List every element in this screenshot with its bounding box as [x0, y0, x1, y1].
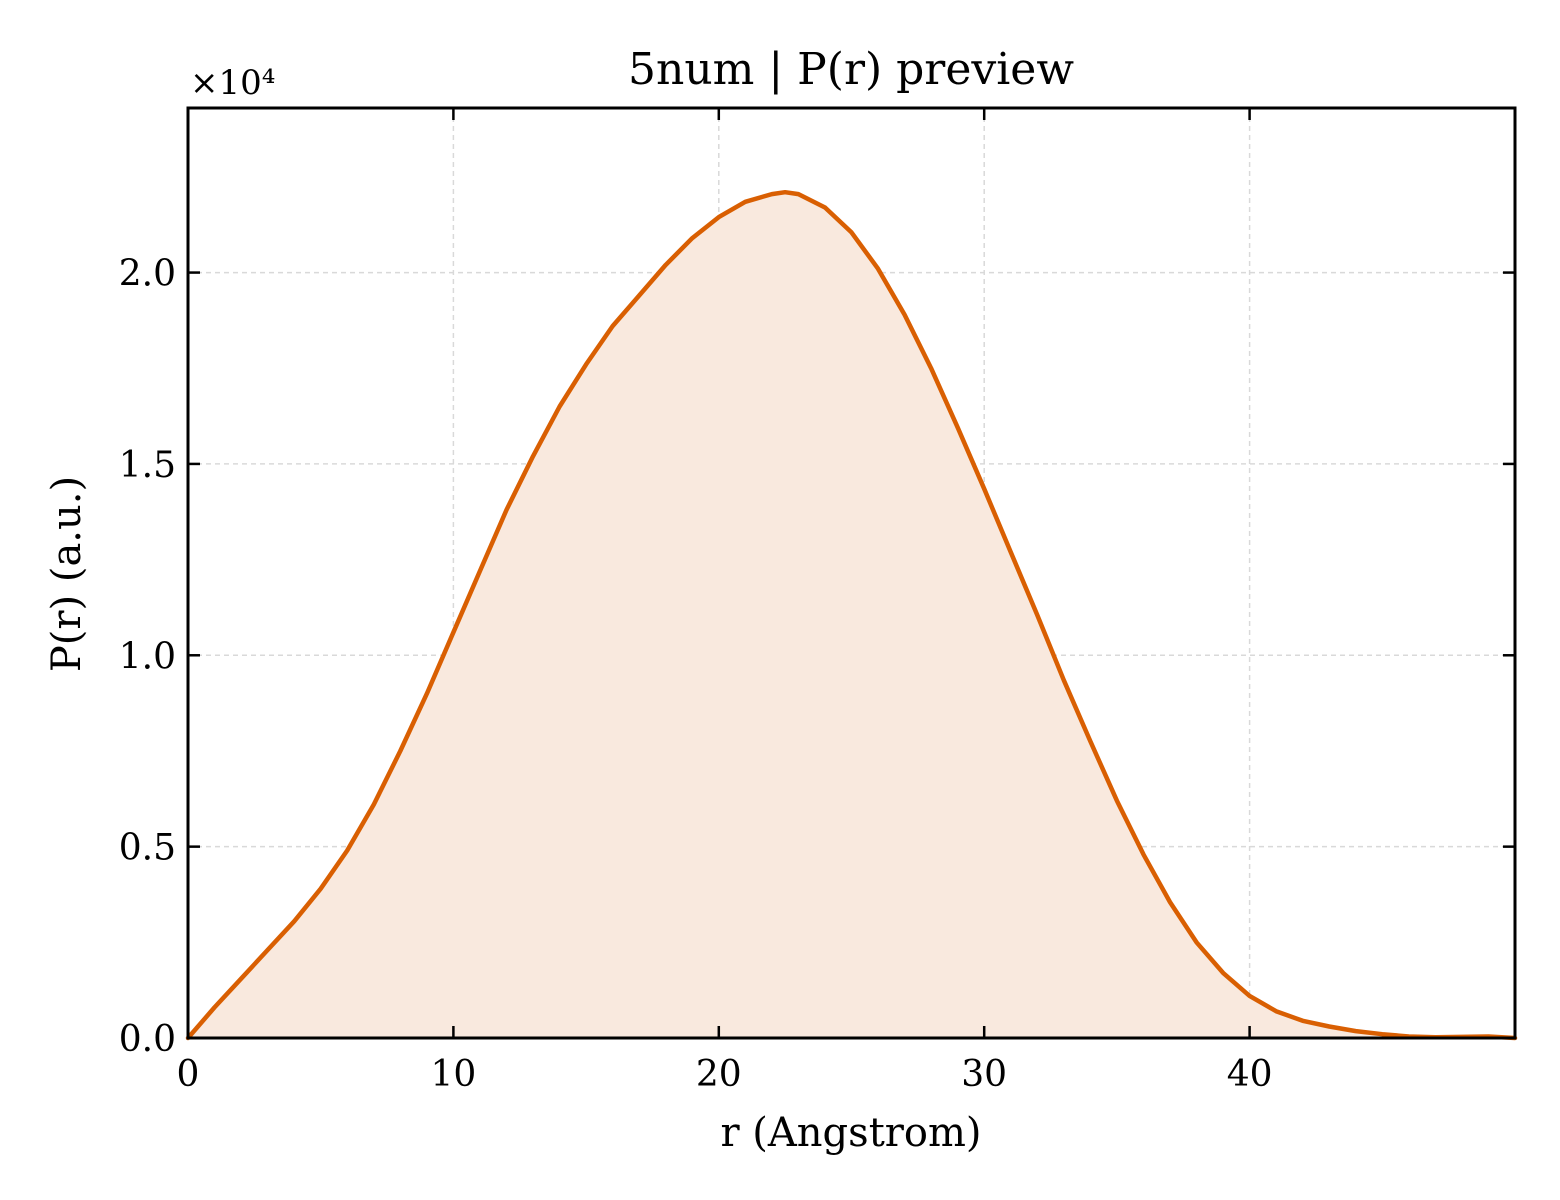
x-tick-label: 0 [177, 1054, 200, 1095]
x-axis-label: r (Angstrom) [720, 1110, 981, 1156]
area-fill [188, 192, 1515, 1038]
tick-layer [186, 108, 1515, 1040]
y-tick-label: 0.0 [119, 1019, 176, 1060]
y-axis-label: P(r) (a.u.) [44, 476, 90, 672]
tick-label-layer: 0 10 20 30 40 0.0 0.5 1.0 1.5 2.0 [119, 254, 1273, 1095]
y-axis-multiplier: ×10⁴ [190, 63, 275, 103]
y-tick-label: 1.0 [119, 636, 176, 677]
x-tick-label: 10 [430, 1054, 476, 1095]
y-tick-label: 1.5 [119, 445, 176, 486]
x-tick-label: 30 [961, 1054, 1007, 1095]
y-tick-label: 0.5 [119, 828, 176, 869]
x-tick-label: 20 [696, 1054, 742, 1095]
y-tick-label: 2.0 [119, 254, 176, 295]
plot-frame [186, 106, 1517, 1040]
chart-title: 5num | P(r) preview [628, 44, 1074, 95]
x-tick-label: 40 [1227, 1054, 1273, 1095]
series-line [185, 189, 1518, 1041]
